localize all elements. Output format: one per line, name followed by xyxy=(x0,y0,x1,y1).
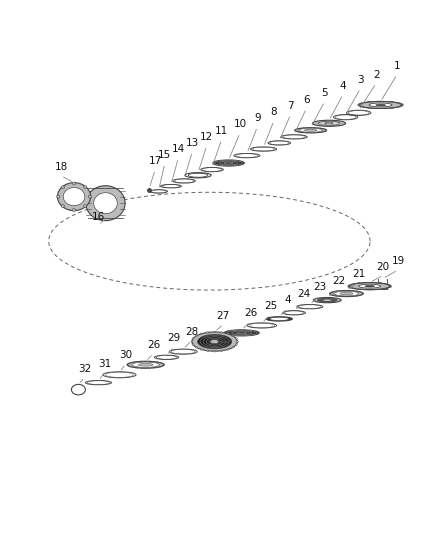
Ellipse shape xyxy=(213,160,244,166)
Text: 28: 28 xyxy=(185,327,198,337)
Text: 19: 19 xyxy=(392,256,405,266)
Text: 15: 15 xyxy=(158,150,172,160)
Ellipse shape xyxy=(57,195,60,198)
Text: 2: 2 xyxy=(373,70,379,79)
Ellipse shape xyxy=(318,122,340,125)
Ellipse shape xyxy=(299,128,322,132)
Text: 27: 27 xyxy=(217,311,230,321)
Ellipse shape xyxy=(359,284,381,288)
Ellipse shape xyxy=(94,193,117,214)
Ellipse shape xyxy=(318,298,337,302)
Ellipse shape xyxy=(72,182,76,185)
Ellipse shape xyxy=(232,335,234,337)
Ellipse shape xyxy=(61,205,64,207)
Ellipse shape xyxy=(350,282,390,289)
Ellipse shape xyxy=(235,344,237,345)
Text: 25: 25 xyxy=(264,302,277,311)
Text: 20: 20 xyxy=(377,262,390,272)
Ellipse shape xyxy=(138,364,153,366)
Text: 12: 12 xyxy=(200,132,213,142)
Ellipse shape xyxy=(221,332,223,333)
Text: 16: 16 xyxy=(92,212,105,222)
Ellipse shape xyxy=(200,333,202,335)
Ellipse shape xyxy=(214,350,215,352)
Ellipse shape xyxy=(198,334,232,349)
Ellipse shape xyxy=(235,338,237,340)
Ellipse shape xyxy=(221,350,223,352)
Text: 22: 22 xyxy=(332,276,345,286)
Ellipse shape xyxy=(295,128,326,133)
Text: 5: 5 xyxy=(321,88,328,98)
Text: 23: 23 xyxy=(313,282,326,292)
Ellipse shape xyxy=(325,123,333,124)
Ellipse shape xyxy=(365,285,374,287)
Ellipse shape xyxy=(369,103,392,107)
Ellipse shape xyxy=(72,208,76,211)
Text: 32: 32 xyxy=(78,364,91,374)
Ellipse shape xyxy=(63,188,85,206)
Text: 14: 14 xyxy=(172,144,185,154)
Text: 30: 30 xyxy=(120,350,133,360)
Text: 13: 13 xyxy=(186,138,199,148)
Ellipse shape xyxy=(224,330,259,336)
Text: 24: 24 xyxy=(297,289,311,299)
Text: 11: 11 xyxy=(215,126,228,136)
Ellipse shape xyxy=(312,120,346,126)
Ellipse shape xyxy=(84,186,87,189)
Text: 9: 9 xyxy=(254,114,261,123)
Ellipse shape xyxy=(304,129,317,131)
Ellipse shape xyxy=(334,291,359,296)
Ellipse shape xyxy=(192,338,194,340)
Ellipse shape xyxy=(376,104,385,106)
Text: 6: 6 xyxy=(303,95,310,105)
Text: 4: 4 xyxy=(284,295,291,305)
Text: 26: 26 xyxy=(244,308,257,318)
Ellipse shape xyxy=(322,299,332,301)
Ellipse shape xyxy=(313,297,341,303)
Text: 29: 29 xyxy=(167,333,180,343)
Text: 17: 17 xyxy=(148,156,162,166)
Text: 31: 31 xyxy=(99,359,112,369)
Ellipse shape xyxy=(227,333,229,335)
Ellipse shape xyxy=(86,185,125,221)
Ellipse shape xyxy=(195,346,197,348)
Ellipse shape xyxy=(340,292,353,295)
Ellipse shape xyxy=(84,205,87,207)
Text: 4: 4 xyxy=(340,81,346,91)
Ellipse shape xyxy=(207,350,208,352)
Ellipse shape xyxy=(360,101,402,108)
Text: 3: 3 xyxy=(357,75,364,85)
Ellipse shape xyxy=(200,349,202,350)
Text: 18: 18 xyxy=(54,162,67,172)
Text: 10: 10 xyxy=(233,119,247,130)
Ellipse shape xyxy=(191,341,193,343)
Ellipse shape xyxy=(61,186,64,189)
Ellipse shape xyxy=(57,183,91,211)
Ellipse shape xyxy=(127,361,164,368)
Ellipse shape xyxy=(237,341,238,343)
Ellipse shape xyxy=(207,332,208,333)
Ellipse shape xyxy=(88,195,92,198)
Text: 26: 26 xyxy=(147,341,160,350)
Ellipse shape xyxy=(266,317,292,321)
Text: 21: 21 xyxy=(352,269,365,279)
Ellipse shape xyxy=(192,344,194,345)
Ellipse shape xyxy=(214,331,215,333)
Ellipse shape xyxy=(132,362,159,367)
Text: 1: 1 xyxy=(394,61,400,71)
Text: 8: 8 xyxy=(271,107,277,117)
Ellipse shape xyxy=(210,340,219,343)
Ellipse shape xyxy=(192,332,237,351)
Ellipse shape xyxy=(330,290,363,297)
Ellipse shape xyxy=(227,349,229,350)
Ellipse shape xyxy=(195,335,197,337)
Ellipse shape xyxy=(269,317,289,320)
Ellipse shape xyxy=(232,346,234,348)
Text: 7: 7 xyxy=(287,101,294,111)
